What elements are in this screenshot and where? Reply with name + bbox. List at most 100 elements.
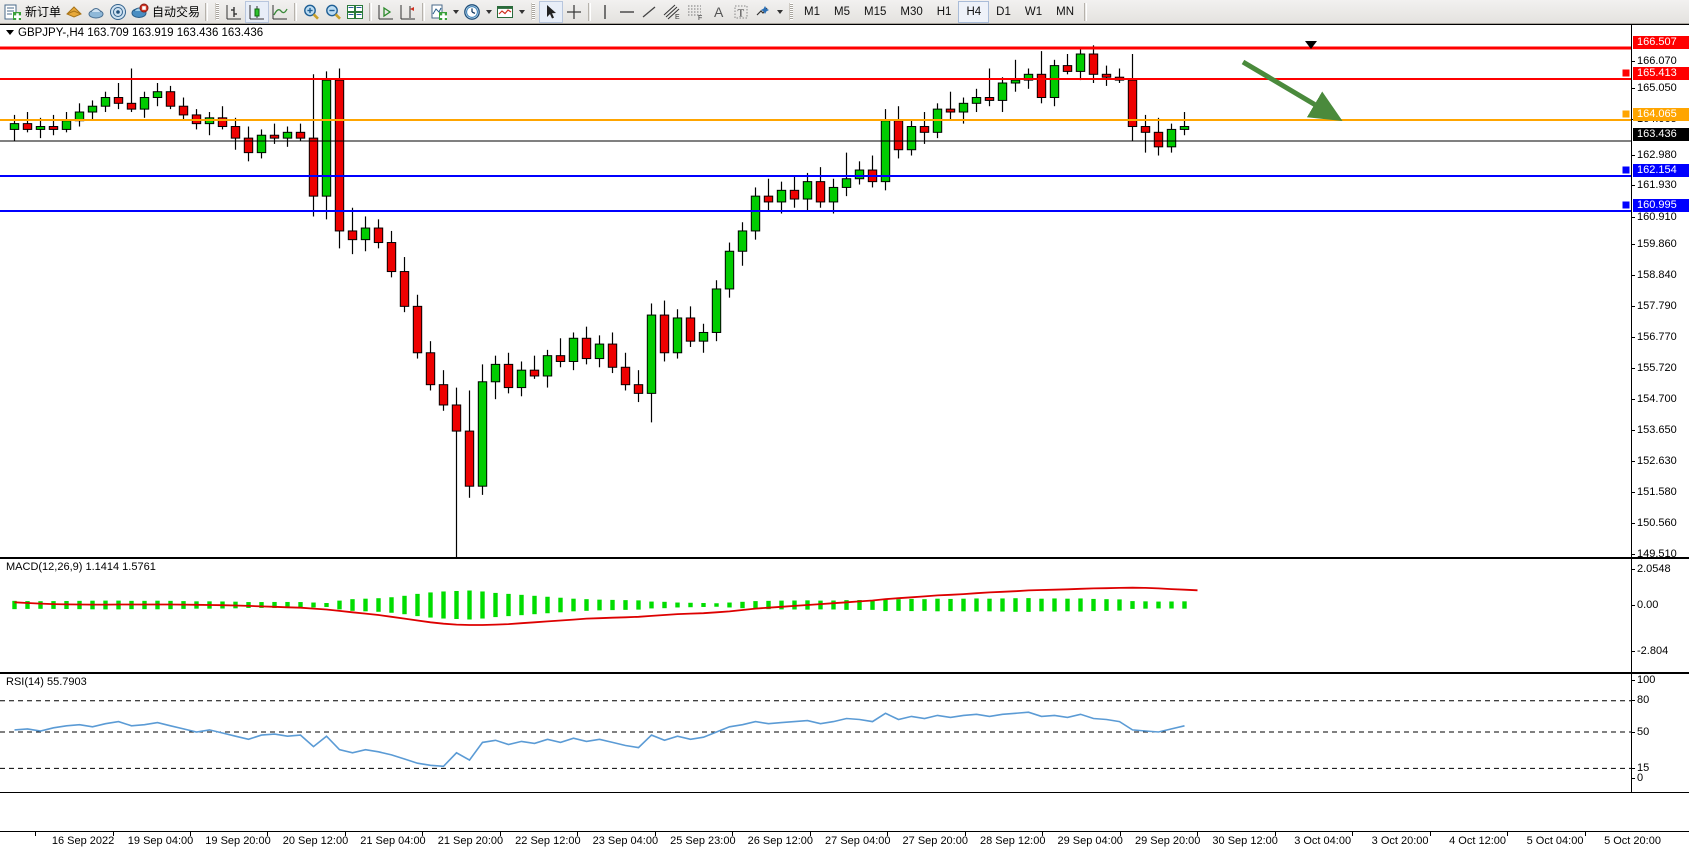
rsi-tick: 50 xyxy=(1632,726,1689,738)
price-plot[interactable]: GBPJPY-,H4 163.709 163.919 163.436 163.4… xyxy=(0,25,1631,557)
trendline-button[interactable] xyxy=(638,1,660,23)
price-axis[interactable]: 166.070 165.050 164.065 162.980 161.930 160.9… xyxy=(1631,25,1689,557)
price-level-badge[interactable]: 163.436 xyxy=(1633,128,1689,141)
indicators-button[interactable] xyxy=(428,1,461,23)
timeframe-d1[interactable]: D1 xyxy=(996,5,1011,18)
chevron-down-icon[interactable] xyxy=(777,9,784,14)
price-level-badge[interactable]: 164.065 xyxy=(1633,108,1689,121)
timeframe-w1[interactable]: W1 xyxy=(1024,5,1043,18)
rsi-pane[interactable]: RSI(14) 55.7903 100 80 50 15 0 xyxy=(0,673,1689,793)
time-tick-label: 21 Sep 04:00 xyxy=(360,835,426,847)
time-tick-mark xyxy=(190,832,191,836)
main-toolbar: 新订单 xyxy=(0,0,1689,24)
svg-text:A: A xyxy=(714,4,724,20)
zoom-in-button[interactable] xyxy=(300,1,322,23)
toolbar-grip-2[interactable] xyxy=(531,3,536,20)
bar-chart-icon xyxy=(226,4,242,19)
price-level-badge[interactable]: 160.995 xyxy=(1633,199,1689,212)
toolbar-separator-5 xyxy=(588,2,592,21)
timeframe-h4[interactable]: H4 xyxy=(958,0,990,23)
line-chart-button[interactable] xyxy=(269,1,291,23)
equidistant-channel-button[interactable]: E xyxy=(660,1,684,23)
price-tick: 150.560 xyxy=(1632,517,1689,529)
new-order-icon xyxy=(4,4,21,20)
rsi-tick: 15 xyxy=(1632,762,1689,774)
time-tick-mark xyxy=(344,832,346,836)
zoom-out-button[interactable] xyxy=(322,1,344,23)
price-tick: 161.930 xyxy=(1632,179,1689,191)
tile-windows-button[interactable] xyxy=(344,1,366,23)
price-pane[interactable]: GBPJPY-,H4 163.709 163.919 163.436 163.4… xyxy=(0,24,1689,558)
price-tick: 165.050 xyxy=(1632,82,1689,94)
candlestick-chart-icon xyxy=(249,4,265,19)
indicators-icon xyxy=(431,4,448,20)
collapse-caret-icon[interactable] xyxy=(6,30,14,36)
chart-shift-button[interactable] xyxy=(397,1,419,23)
time-tick-label: 25 Sep 23:00 xyxy=(670,835,736,847)
time-tick-label: 29 Sep 20:00 xyxy=(1134,835,1201,847)
macd-plot[interactable]: MACD(12,26,9) 1.1414 1.5761 xyxy=(0,559,1631,672)
scroll-end-icon xyxy=(378,4,394,19)
periods-button[interactable] xyxy=(461,1,494,23)
chevron-down-icon[interactable] xyxy=(486,9,493,14)
horizontal-line-icon xyxy=(620,10,635,13)
objects-button[interactable] xyxy=(752,1,785,23)
timeframe-mn[interactable]: MN xyxy=(1056,5,1074,18)
crosshair-button[interactable] xyxy=(563,1,585,23)
scroll-end-button[interactable] xyxy=(375,1,397,23)
time-tick-mark xyxy=(267,832,269,836)
new-order-label: 新订单 xyxy=(25,5,62,19)
price-tick: 156.770 xyxy=(1632,331,1689,343)
timeframe-m1[interactable]: M1 xyxy=(804,5,821,18)
symbol-header: GBPJPY-,H4 163.709 163.919 163.436 163.4… xyxy=(6,27,263,39)
rsi-tick: 80 xyxy=(1632,694,1689,706)
vertical-line-icon xyxy=(604,4,606,19)
price-level-badge[interactable]: 165.413 xyxy=(1633,67,1689,80)
cursor-button[interactable] xyxy=(539,0,564,23)
signals-button[interactable] xyxy=(107,1,129,23)
time-tick-mark xyxy=(112,832,114,836)
toolbar-grip[interactable] xyxy=(215,3,220,20)
new-order-button[interactable]: 新订单 xyxy=(2,1,63,23)
macd-tick: -2.804 xyxy=(1632,645,1689,657)
macd-pane[interactable]: MACD(12,26,9) 1.1414 1.5761 2.0548 0.00 -2… xyxy=(0,558,1689,673)
price-level-badge[interactable]: 162.154 xyxy=(1633,164,1689,177)
time-tick-mark xyxy=(1352,832,1354,836)
time-tick-mark xyxy=(654,832,656,836)
toolbar-grip-3[interactable] xyxy=(789,3,794,20)
time-tick-label: 19 Sep 20:00 xyxy=(205,835,271,847)
cursor-icon xyxy=(547,4,557,18)
expert-advisor-button[interactable] xyxy=(63,1,85,23)
horizontal-line-button[interactable] xyxy=(616,1,638,23)
line-chart-icon xyxy=(272,4,288,19)
price-tick: 160.910 xyxy=(1632,211,1689,223)
timeframe-h1[interactable]: H1 xyxy=(936,5,952,18)
timeframe-m5[interactable]: M5 xyxy=(834,5,850,18)
timeframe-m30[interactable]: M30 xyxy=(900,5,923,18)
chevron-down-icon[interactable] xyxy=(453,9,460,14)
auto-trading-button[interactable]: 自动交易 xyxy=(129,1,202,23)
svg-text:E: E xyxy=(675,14,680,21)
toolbar-separator-3 xyxy=(369,2,373,21)
candlestick-chart-button[interactable] xyxy=(245,0,270,23)
text-label-button[interactable]: T xyxy=(730,1,752,23)
templates-button[interactable] xyxy=(494,1,527,23)
timeframe-m15[interactable]: M15 xyxy=(864,5,887,18)
expert-advisor-icon xyxy=(66,5,82,18)
auto-trading-icon xyxy=(131,3,149,18)
time-tick-label: 3 Oct 04:00 xyxy=(1294,835,1352,847)
text-button[interactable]: A xyxy=(708,1,730,23)
price-candles xyxy=(0,41,1631,557)
chart-area[interactable]: GBPJPY-,H4 163.709 163.919 163.436 163.4… xyxy=(0,24,1689,851)
time-tick-label: 30 Sep 12:00 xyxy=(1212,835,1278,847)
time-axis[interactable]: 16 Sep 2022 19 Sep 04:00 19 Sep 20:00 20 Se… xyxy=(0,831,1689,851)
vertical-line-button[interactable] xyxy=(594,1,616,23)
bar-chart-button[interactable] xyxy=(223,1,245,23)
data-center-button[interactable] xyxy=(85,1,107,23)
chevron-down-icon[interactable] xyxy=(519,9,526,14)
fibonacci-button[interactable]: F xyxy=(684,1,708,23)
price-level-badge[interactable]: 166.507 xyxy=(1633,36,1689,49)
zoom-out-icon xyxy=(326,4,341,20)
rsi-plot[interactable]: RSI(14) 55.7903 xyxy=(0,674,1631,792)
time-tick-mark xyxy=(1429,832,1431,836)
